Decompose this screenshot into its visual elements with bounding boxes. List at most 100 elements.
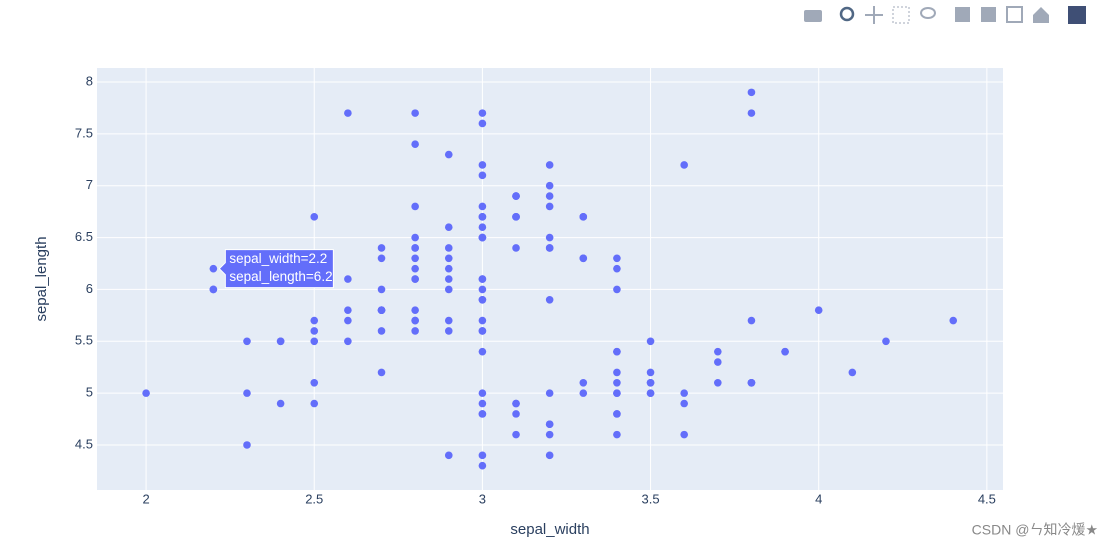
point: [478, 399, 487, 408]
point: [579, 254, 588, 263]
point: [814, 306, 823, 314]
point: [478, 410, 487, 418]
point: [411, 109, 419, 117]
zoom-in-icon[interactable]: [955, 7, 970, 22]
point: [579, 389, 588, 397]
point: [142, 389, 150, 397]
point: [949, 316, 958, 325]
x-tick-label: 3.5: [642, 491, 660, 506]
point: [512, 410, 520, 418]
point: [478, 275, 487, 283]
point: [545, 295, 554, 304]
camera-icon[interactable]: [804, 10, 822, 22]
point: [276, 337, 285, 346]
point: [747, 316, 756, 325]
point: [478, 109, 487, 117]
pan-icon[interactable]: [865, 6, 883, 24]
zoom-out-icon[interactable]: [981, 7, 996, 22]
point: [848, 368, 857, 377]
point: [478, 285, 487, 294]
y-tick-label: 5: [86, 385, 93, 400]
point: [444, 244, 453, 252]
point: [344, 109, 352, 117]
point: [613, 264, 621, 273]
point: [411, 254, 419, 263]
y-tick-label: 7.5: [75, 125, 93, 140]
point: [310, 316, 319, 325]
y-tick-label: 6.5: [75, 229, 93, 244]
point: [377, 327, 386, 335]
y-axis-title: sepal_length: [33, 236, 50, 321]
point: [209, 264, 218, 273]
point: [882, 337, 890, 346]
point: [411, 244, 419, 252]
point: [344, 306, 352, 314]
point: [545, 451, 554, 460]
point: [512, 430, 520, 439]
point: [613, 285, 621, 294]
point: [411, 327, 419, 335]
point: [545, 244, 554, 252]
point: [444, 285, 453, 294]
point: [344, 316, 352, 325]
point: [310, 378, 319, 387]
point: [209, 285, 218, 294]
point: [747, 88, 756, 97]
point: [613, 254, 621, 263]
x-tick-label: 3: [479, 491, 486, 506]
point: [478, 171, 487, 180]
point: [545, 233, 554, 242]
point: [478, 119, 487, 128]
point: [545, 420, 554, 429]
point: [478, 316, 487, 325]
autoscale-icon[interactable]: [1006, 6, 1023, 23]
point: [680, 161, 688, 169]
point: [411, 306, 419, 314]
point: [680, 430, 688, 439]
point: [545, 192, 554, 200]
point: [310, 399, 319, 408]
point: [377, 285, 386, 294]
plotly-logo[interactable]: [1068, 6, 1086, 24]
point: [444, 254, 453, 263]
lasso-icon[interactable]: [920, 7, 936, 19]
hover-text: sepal_width=2.2: [229, 251, 327, 266]
select-icon[interactable]: [892, 6, 910, 24]
point: [478, 389, 487, 397]
x-tick-label: 2: [142, 491, 149, 506]
home-icon[interactable]: [1033, 7, 1049, 23]
point: [444, 451, 453, 460]
point: [646, 337, 655, 346]
point: [512, 192, 520, 200]
point: [512, 399, 520, 408]
point: [545, 430, 554, 439]
point: [714, 378, 722, 387]
point: [444, 327, 453, 335]
point: [276, 399, 285, 408]
point: [646, 389, 655, 397]
point: [613, 347, 621, 356]
point: [478, 202, 487, 211]
point: [478, 461, 487, 470]
point: [444, 150, 453, 159]
x-tick-label: 4.5: [978, 491, 996, 506]
point: [411, 202, 419, 211]
point: [377, 306, 386, 314]
point: [478, 161, 487, 169]
point: [310, 213, 319, 221]
watermark: CSDN @ㄣ知冷煖★: [972, 522, 1098, 538]
point: [377, 254, 386, 263]
y-tick-label: 7: [86, 177, 93, 192]
point: [613, 378, 621, 387]
point: [680, 389, 688, 397]
point: [478, 233, 487, 242]
zoom-icon[interactable]: [839, 6, 855, 22]
point: [613, 368, 621, 377]
modebar[interactable]: [804, 6, 1086, 24]
point: [646, 378, 655, 387]
point: [478, 451, 487, 460]
point: [714, 347, 722, 356]
y-tick-label: 5.5: [75, 333, 93, 348]
point: [344, 275, 352, 283]
hover-text: sepal_length=6.2: [229, 269, 332, 284]
